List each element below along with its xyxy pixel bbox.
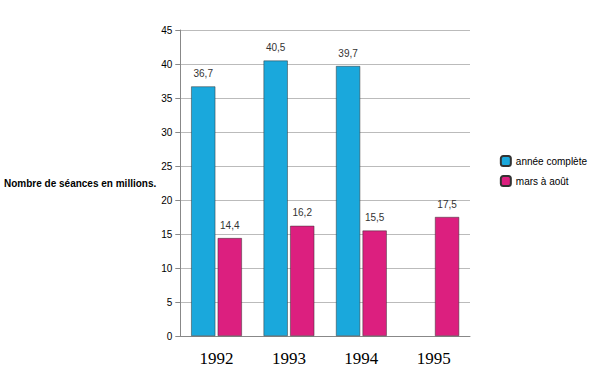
svg-text:année complète: année complète bbox=[516, 156, 588, 167]
svg-text:1994: 1994 bbox=[344, 349, 379, 368]
svg-text:10: 10 bbox=[161, 263, 173, 274]
svg-text:15: 15 bbox=[161, 229, 173, 240]
svg-text:1992: 1992 bbox=[200, 349, 234, 368]
svg-text:14,4: 14,4 bbox=[220, 220, 240, 231]
svg-text:mars à août: mars à août bbox=[516, 176, 569, 187]
svg-text:25: 25 bbox=[161, 161, 173, 172]
svg-text:39,7: 39,7 bbox=[338, 48, 358, 59]
svg-text:1995: 1995 bbox=[417, 349, 451, 368]
svg-text:30: 30 bbox=[161, 127, 173, 138]
svg-text:1993: 1993 bbox=[272, 349, 306, 368]
svg-text:15,5: 15,5 bbox=[365, 212, 385, 223]
svg-text:36,7: 36,7 bbox=[193, 68, 213, 79]
svg-text:20: 20 bbox=[161, 195, 173, 206]
svg-text:Nombre de séances en millions.: Nombre de séances en millions. bbox=[4, 178, 156, 189]
svg-text:17,5: 17,5 bbox=[437, 199, 457, 210]
svg-text:40,5: 40,5 bbox=[266, 42, 286, 53]
svg-text:5: 5 bbox=[167, 297, 173, 308]
svg-text:0: 0 bbox=[167, 331, 173, 342]
svg-text:40: 40 bbox=[161, 59, 173, 70]
svg-text:35: 35 bbox=[161, 93, 173, 104]
svg-text:16,2: 16,2 bbox=[292, 207, 312, 218]
svg-text:45: 45 bbox=[161, 25, 173, 36]
